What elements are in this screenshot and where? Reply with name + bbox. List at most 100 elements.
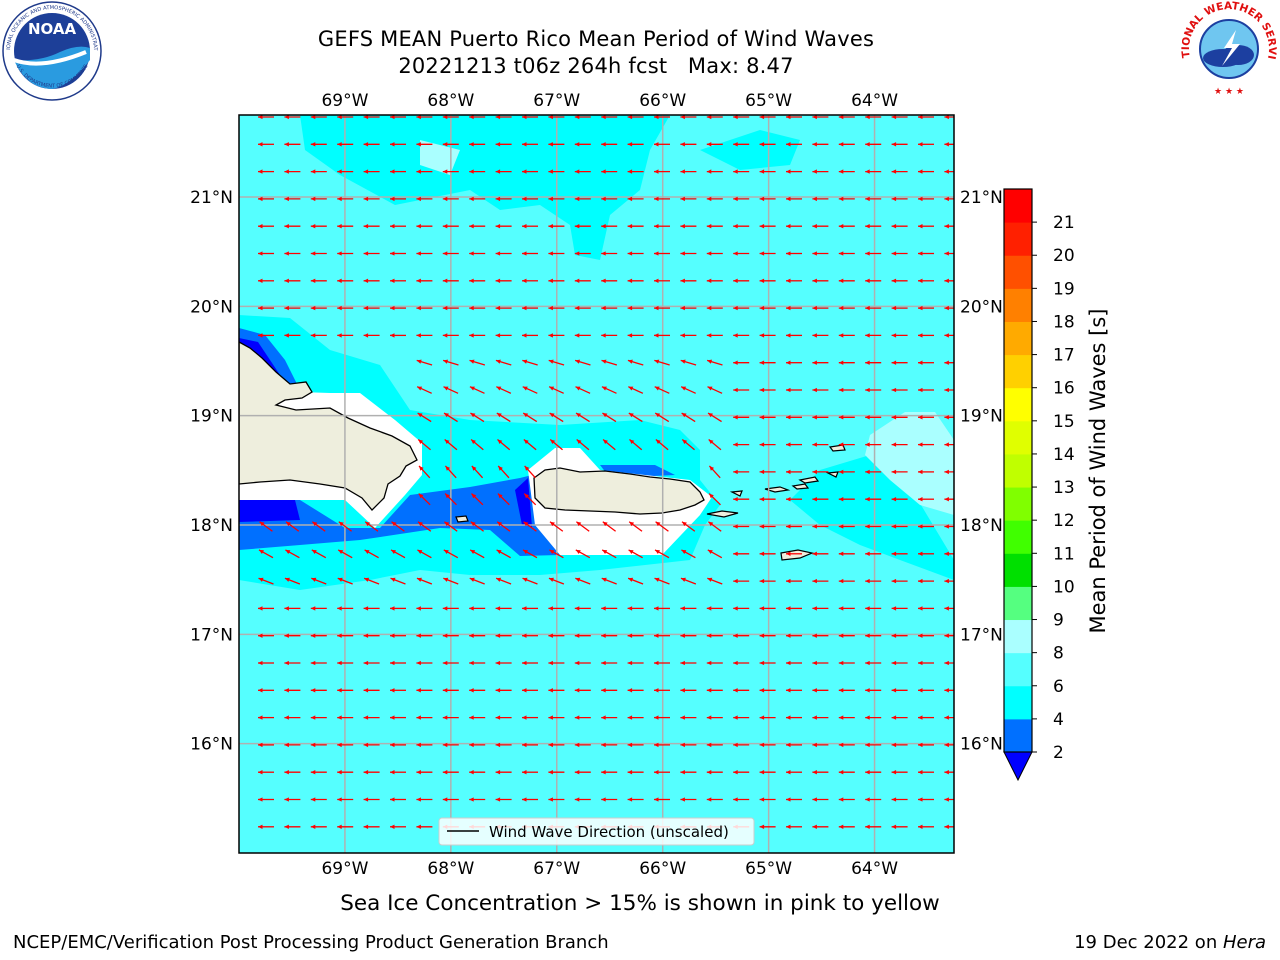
colorbar-extend-min [1003, 751, 1033, 782]
wind-wave-arrowhead [918, 469, 923, 475]
wind-wave-arrowhead [337, 169, 342, 174]
wind-wave-arrowhead [469, 386, 475, 391]
wind-wave-arrowhead [390, 196, 395, 202]
wind-wave-arrowhead [627, 115, 633, 120]
wind-wave-arrowhead [838, 333, 844, 338]
colorbar-tick-label: 19 [1053, 279, 1075, 299]
wind-wave-arrowhead [891, 497, 897, 502]
wind-wave-arrowhead [944, 251, 949, 256]
wind-wave-arrowhead [865, 169, 870, 174]
wind-wave-arrowhead [363, 278, 369, 283]
wind-wave-arrowhead [838, 497, 844, 502]
colorbar-tick-label: 11 [1053, 544, 1075, 564]
wind-wave-arrowhead [522, 224, 527, 229]
wind-wave-arrowhead [416, 770, 421, 775]
wind-wave-arrowhead [495, 142, 501, 147]
wind-wave-arrowhead [786, 469, 791, 475]
wind-wave-arrowhead [522, 305, 527, 311]
wind-wave-arrowhead [574, 633, 580, 638]
wind-wave-arrowhead [311, 549, 317, 555]
wind-wave-arrowhead [601, 115, 606, 120]
colorbar-segment [1004, 321, 1032, 356]
wind-wave-arrowhead [733, 333, 738, 338]
wind-wave-arrowhead [707, 386, 713, 391]
wind-wave-arrowhead [838, 742, 844, 748]
colorbar-tick-label: 15 [1053, 412, 1075, 432]
colorbar-tick-label: 20 [1053, 246, 1075, 266]
wind-wave-arrowhead [707, 577, 713, 582]
wind-wave-arrowhead [759, 224, 765, 229]
wind-wave-arrowhead [654, 196, 659, 202]
wind-wave-arrowhead [628, 386, 634, 391]
wind-wave-arrowhead [258, 633, 263, 638]
wind-wave-arrowhead [733, 688, 738, 693]
wind-wave-arrowhead [310, 142, 316, 147]
wind-wave-arrowhead [708, 521, 714, 527]
wind-wave-arrowhead [337, 115, 342, 120]
wind-wave-arrowhead [865, 551, 870, 556]
wind-wave-arrowhead [602, 521, 608, 527]
wind-wave-arrowhead [838, 278, 844, 283]
wind-wave-arrowhead [258, 251, 263, 256]
wind-wave-arrowhead [284, 742, 289, 748]
wind-wave-arrowhead [522, 633, 527, 638]
wind-wave-arrowhead [416, 169, 421, 174]
colorbar-segment [1004, 420, 1032, 455]
wind-wave-arrowhead [812, 497, 817, 502]
wind-wave-arrowhead [390, 742, 395, 748]
lon-tick-label-top: 66°W [639, 91, 686, 111]
wind-wave-arrowhead [891, 551, 897, 556]
land-st-thomas [764, 486, 791, 493]
wind-wave-arrowhead [812, 224, 817, 229]
wind-wave-arrowhead [891, 688, 897, 693]
wind-wave-arrowhead [865, 524, 870, 529]
lat-tick-label-left: 16°N [190, 735, 233, 755]
wind-wave-arrowhead [574, 770, 580, 775]
wind-wave-arrowhead [522, 742, 527, 748]
sea-ice-note: Sea Ice Concentration > 15% is shown in … [340, 891, 940, 916]
wind-wave-arrowhead [601, 251, 606, 256]
wind-wave-arrowhead [311, 577, 317, 582]
wind-wave-arrowhead [918, 797, 923, 802]
wind-wave-arrowhead [786, 770, 791, 775]
lon-tick-label-top: 65°W [745, 91, 792, 111]
wind-wave-arrowhead [471, 493, 477, 499]
wind-wave-arrowhead [891, 387, 897, 393]
wind-wave-arrowhead [390, 333, 395, 338]
lat-tick-label-right: 16°N [960, 735, 1003, 755]
wind-wave-arrowhead [918, 278, 923, 283]
wind-wave-arrowhead [944, 278, 949, 283]
wind-wave-arrowhead [574, 742, 580, 748]
wind-wave-arrowhead [627, 196, 633, 202]
wind-wave-arrowhead [759, 742, 765, 748]
wind-wave-arrowhead [944, 415, 949, 420]
wind-wave-arrowhead [496, 577, 502, 582]
wind-wave-arrowhead [469, 196, 474, 202]
nws-logo: NATIONAL WEATHER SERVICE ★ ★ ★ [1178, 0, 1278, 97]
wind-wave-arrowhead [812, 742, 817, 748]
wind-wave-arrowhead [918, 196, 923, 202]
wind-wave-arrowhead [310, 278, 316, 283]
wind-wave-arrowhead [363, 115, 369, 120]
wind-wave-arrowhead [865, 633, 870, 638]
wind-wave-arrowhead [390, 549, 396, 555]
wind-wave-arrowhead [865, 606, 870, 611]
wind-wave-arrowhead [443, 549, 449, 555]
wind-wave-arrowhead [891, 770, 897, 775]
wind-wave-arrowhead [284, 169, 289, 174]
lon-labels-top: 69°W 68°W 67°W 66°W 65°W 64°W [321, 91, 898, 111]
wind-wave-arrowhead [627, 251, 633, 256]
wind-wave-arrowhead [891, 469, 897, 475]
wind-wave-arrowhead [363, 770, 369, 775]
vector-legend: Wind Wave Direction (unscaled) [438, 817, 755, 846]
wind-wave-arrowhead [469, 660, 474, 666]
wind-wave-arrowhead [944, 497, 949, 502]
wind-wave-arrowhead [497, 521, 503, 527]
wind-wave-arrowhead [759, 360, 765, 365]
wind-wave-arrowhead [390, 224, 395, 229]
wind-wave-arrowhead [918, 142, 923, 147]
wind-wave-arrowhead [759, 660, 765, 666]
wind-wave-arrowhead [418, 439, 424, 445]
wind-wave-arrowhead [496, 549, 502, 555]
wind-wave-arrowhead [390, 715, 395, 720]
